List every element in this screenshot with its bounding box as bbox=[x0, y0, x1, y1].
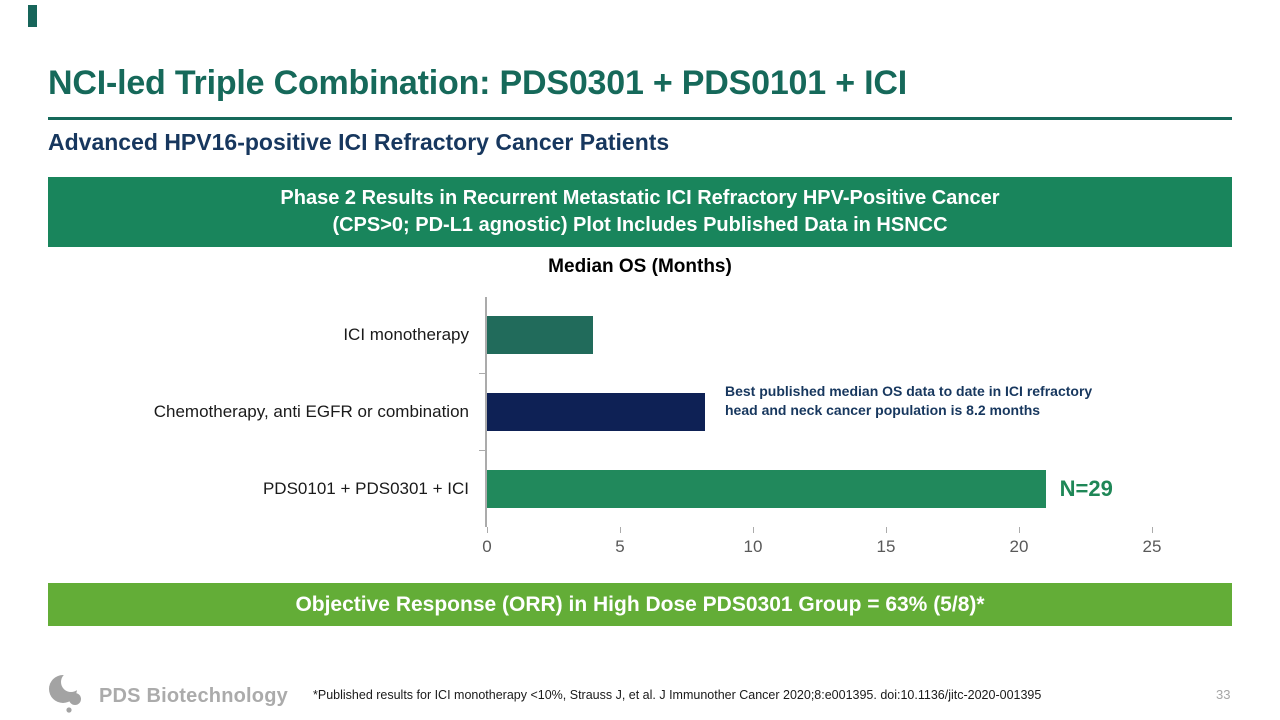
x-tick-label: 10 bbox=[743, 537, 763, 556]
x-axis-tick bbox=[619, 527, 621, 533]
top-banner-line-2: (CPS>0; PD-L1 agnostic) Plot Includes Pu… bbox=[332, 214, 948, 236]
os-annotation: Best published median OS data to date in… bbox=[725, 382, 1185, 420]
plot-area: Best published median OS data to date in… bbox=[479, 297, 1161, 556]
bottom-banner: Objective Response (ORR) in High Dose PD… bbox=[48, 583, 1232, 626]
page-number: 33 bbox=[1216, 687, 1231, 702]
page-subtitle: Advanced HPV16-positive ICI Refractory C… bbox=[48, 129, 670, 155]
x-axis-tick bbox=[1151, 527, 1153, 533]
bottom-banner-text: Objective Response (ORR) in High Dose PD… bbox=[295, 592, 985, 616]
slide-accent-mark bbox=[28, 5, 37, 27]
category-label: ICI monotherapy bbox=[343, 325, 469, 345]
category-axis: ICI monotherapy Chemotherapy, anti EGFR o… bbox=[48, 297, 478, 527]
page-title: NCI-led Triple Combination: PDS0301 + PD… bbox=[48, 64, 907, 102]
chart-title: Median OS (Months) bbox=[548, 256, 732, 277]
pds-logo-icon bbox=[46, 672, 90, 720]
x-tick-label: 0 bbox=[482, 537, 492, 556]
x-axis-tick bbox=[885, 527, 887, 533]
x-tick-label: 15 bbox=[876, 537, 896, 556]
bar-series bbox=[487, 297, 1152, 527]
category-label: Chemotherapy, anti EGFR or combination bbox=[153, 402, 469, 421]
title-underline bbox=[48, 117, 1232, 120]
top-banner: Phase 2 Results in Recurrent Metastatic … bbox=[48, 177, 1232, 247]
bar-row bbox=[487, 374, 1152, 451]
bar-row bbox=[487, 450, 1152, 527]
x-tick-label: 5 bbox=[615, 537, 625, 556]
x-tick-label: 20 bbox=[1009, 537, 1029, 556]
bar bbox=[487, 393, 706, 431]
x-axis-tick bbox=[752, 527, 754, 533]
top-banner-line-1: Phase 2 Results in Recurrent Metastatic … bbox=[280, 187, 1000, 209]
logo-text: PDS Biotechnology bbox=[99, 685, 288, 707]
footnote: *Published results for ICI monotherapy <… bbox=[313, 688, 1042, 702]
bar bbox=[487, 316, 594, 355]
n-count-label: N=29 bbox=[1059, 475, 1113, 501]
category-label: PDS0101 + PDS0301 + ICI bbox=[262, 478, 469, 498]
x-tick-label: 25 bbox=[1142, 537, 1162, 556]
os-annotation-line-2: head and neck cancer population is 8.2 m… bbox=[725, 402, 1041, 418]
x-axis-tick bbox=[1018, 527, 1020, 533]
bar-row bbox=[487, 297, 1152, 374]
os-annotation-line-1: Best published median OS data to date in… bbox=[725, 383, 1093, 399]
company-logo: PDS Biotechnology bbox=[46, 672, 288, 720]
bar bbox=[487, 469, 1046, 508]
x-axis-tick bbox=[486, 527, 488, 533]
y-axis-tick bbox=[479, 373, 487, 375]
median-os-chart: Median OS (Months) ICI monotherapy Chemot… bbox=[48, 256, 1232, 566]
y-axis-tick bbox=[479, 449, 487, 451]
